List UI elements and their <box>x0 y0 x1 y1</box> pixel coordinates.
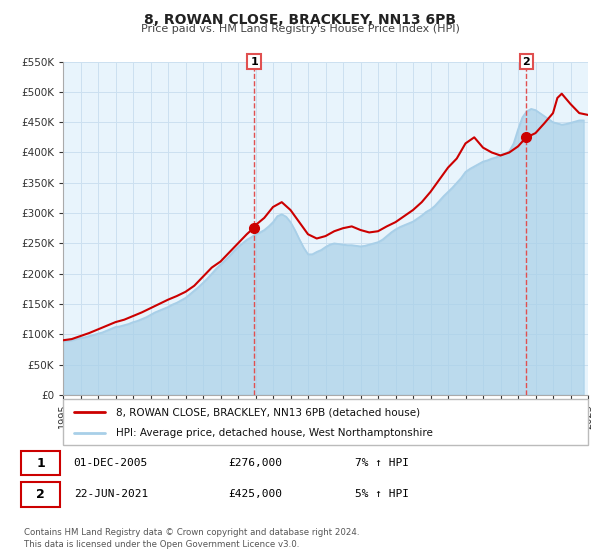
FancyBboxPatch shape <box>21 482 60 507</box>
Text: 5% ↑ HPI: 5% ↑ HPI <box>355 489 409 500</box>
Text: 2: 2 <box>523 57 530 67</box>
Text: 01-DEC-2005: 01-DEC-2005 <box>74 458 148 468</box>
Text: 8, ROWAN CLOSE, BRACKLEY, NN13 6PB: 8, ROWAN CLOSE, BRACKLEY, NN13 6PB <box>144 13 456 27</box>
FancyBboxPatch shape <box>21 451 60 475</box>
Text: 7% ↑ HPI: 7% ↑ HPI <box>355 458 409 468</box>
Text: Contains HM Land Registry data © Crown copyright and database right 2024.
This d: Contains HM Land Registry data © Crown c… <box>24 528 359 549</box>
Text: £425,000: £425,000 <box>228 489 282 500</box>
Text: 22-JUN-2021: 22-JUN-2021 <box>74 489 148 500</box>
Text: Price paid vs. HM Land Registry's House Price Index (HPI): Price paid vs. HM Land Registry's House … <box>140 24 460 34</box>
Text: £276,000: £276,000 <box>228 458 282 468</box>
Text: 8, ROWAN CLOSE, BRACKLEY, NN13 6PB (detached house): 8, ROWAN CLOSE, BRACKLEY, NN13 6PB (deta… <box>115 407 419 417</box>
Text: 1: 1 <box>250 57 258 67</box>
Text: HPI: Average price, detached house, West Northamptonshire: HPI: Average price, detached house, West… <box>115 428 433 438</box>
Text: 1: 1 <box>36 456 45 469</box>
Text: 2: 2 <box>36 488 45 501</box>
